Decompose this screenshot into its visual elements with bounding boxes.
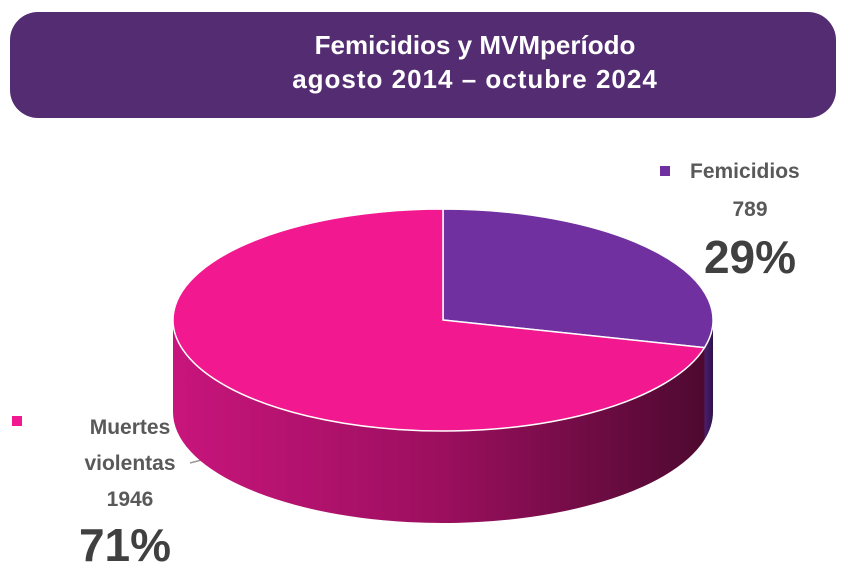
chart-subtitle: agosto 2014 – octubre 2024 <box>292 64 658 94</box>
chart-title: Femicidios y MVMperíodo <box>314 30 636 60</box>
pie-slice <box>172 208 706 432</box>
legend-label: Muertes violentas <box>84 416 176 475</box>
pie-side <box>704 320 713 440</box>
pie-side <box>173 320 705 523</box>
legend-swatch <box>12 416 22 426</box>
title-banner <box>10 12 836 118</box>
legend-label: Femicidios <box>690 160 800 183</box>
count-label: 1946 <box>106 488 154 511</box>
data-label: 29% <box>703 231 797 283</box>
legend-swatch <box>660 166 670 176</box>
data-label: 71% <box>78 519 172 565</box>
count-label: 789 <box>732 198 768 221</box>
pie-slice <box>442 208 714 349</box>
